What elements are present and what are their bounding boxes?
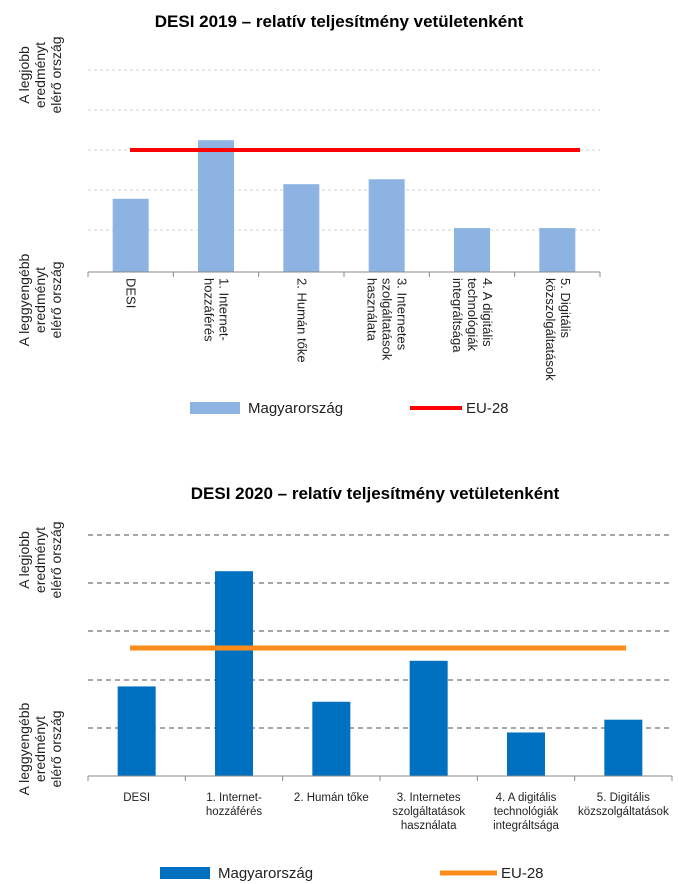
bar (409, 660, 448, 776)
chart-title: DESI 2019 – relatív teljesítmény vetület… (155, 12, 524, 31)
bar (454, 228, 490, 272)
bar (368, 179, 405, 272)
category-label-line: 3. Internetes (397, 792, 461, 804)
category-label-line: 5. Digitális (558, 278, 573, 338)
bar (198, 140, 234, 272)
bar (117, 686, 156, 776)
category-label: 4. A digitális technológiák integráltsága (493, 792, 559, 832)
category-label-line: technológiák (494, 806, 559, 818)
category-label: 5. Digitális közszolgáltatások (578, 792, 669, 818)
legend-swatch-bar (190, 402, 240, 414)
category-label-line: szolgáltatások (380, 278, 395, 361)
category-label-line: integráltsága (493, 820, 559, 832)
bar (507, 732, 545, 776)
ylabel-bottom-line: elérő ország (48, 261, 64, 338)
category-label-line: közszolgáltatások (578, 806, 669, 818)
category-label-line: 3. Internetes (395, 278, 410, 351)
chart-2: DESI 2020 – relatív teljesítmény vetület… (16, 484, 673, 882)
ylabel-bottom-line: elérő ország (48, 710, 64, 787)
category-label-line: 4. A digitális (480, 278, 495, 347)
ylabel-top-line: eredményt (32, 42, 48, 108)
bar (112, 198, 149, 272)
legend-label-line: EU-28 (501, 865, 544, 882)
bar (215, 571, 253, 776)
ylabel-top-line: A legjobb (16, 46, 32, 104)
ylabel-top-line: elérő ország (48, 521, 64, 598)
category-label-line: hozzáférés (202, 278, 217, 342)
category-label-line: 2. Humán tőke (294, 792, 369, 804)
bar (312, 701, 351, 776)
ylabel-top-line: A legjobb (16, 531, 32, 589)
bar (283, 184, 320, 272)
ylabel-bottom: A leggyengébberedménytelérő ország (16, 253, 64, 346)
chart-title: DESI 2020 – relatív teljesítmény vetület… (191, 484, 560, 503)
legend-label-bar: Magyarország (218, 865, 313, 882)
ylabel-bottom-line: eredményt (32, 267, 48, 333)
category-label: 1. Internet-hozzáférés (206, 792, 263, 818)
category-label-line: használata (401, 820, 457, 832)
ylabel-bottom-line: A leggyengébb (16, 253, 32, 346)
category-label-line: 1. Internet- (206, 792, 262, 804)
bar (604, 719, 643, 776)
ylabel-top-line: elérő ország (48, 36, 64, 113)
chart-1: DESI 2019 – relatív teljesítmény vetület… (16, 12, 601, 417)
category-label: 3. Internetes szolgáltatások használata (392, 792, 465, 832)
category-label-line: szolgáltatások (392, 806, 465, 818)
category-label-line: 5. Digitális (597, 792, 650, 804)
ylabel-bottom-line: eredményt (32, 716, 48, 782)
category-label: 4. A digitálistechnológiákintegráltsága (450, 278, 495, 353)
ylabel-bottom-line: A leggyengébb (16, 702, 32, 795)
category-label: 3. Internetesszolgáltatásokhasználata (365, 278, 410, 361)
category-label-line: hozzáférés (206, 806, 263, 818)
category-label: 5. Digitálisközszolgáltatások (543, 278, 573, 381)
category-label-line: DESI (124, 278, 139, 308)
category-label-line: 2. Humán tőke (294, 278, 309, 363)
category-label: 2. Humán tőke (294, 278, 309, 363)
legend-label-bar: Magyarország (248, 400, 343, 417)
category-label-line: DESI (123, 792, 150, 804)
category-label-line: technológiák (465, 278, 480, 351)
ylabel-bottom: A leggyengébberedménytelérő ország (16, 702, 64, 795)
category-label-line: közszolgáltatások (543, 278, 558, 381)
legend-swatch-bar (160, 867, 210, 879)
category-label: DESI (123, 792, 150, 804)
category-label: DESI (124, 278, 139, 308)
category-label: 1. Internet-hozzáférés (202, 278, 232, 342)
ylabel-top: A legjobberedménytelérő ország (16, 521, 64, 598)
category-label-line: 1. Internet- (217, 278, 232, 341)
ylabel-top-line: eredményt (32, 527, 48, 593)
legend-label-line: EU-28 (466, 400, 509, 417)
category-label-line: 4. A digitális (496, 792, 557, 804)
category-label-line: integráltsága (450, 278, 465, 353)
category-label-line: használata (365, 278, 380, 342)
ylabel-top: A legjobberedménytelérő ország (16, 36, 64, 113)
bar (539, 228, 576, 272)
category-label: 2. Humán tőke (294, 792, 369, 804)
